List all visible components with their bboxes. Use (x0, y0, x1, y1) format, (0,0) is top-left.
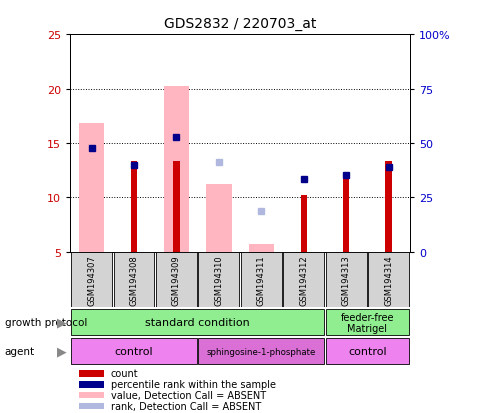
Text: feeder-free
Matrigel: feeder-free Matrigel (340, 312, 393, 333)
Bar (367, 252, 408, 308)
Text: agent: agent (5, 347, 35, 356)
Bar (78, 124, 104, 252)
Bar (325, 339, 408, 364)
Text: ▶: ▶ (57, 316, 67, 329)
Text: control: control (348, 347, 386, 356)
Bar (198, 339, 323, 364)
Bar (198, 252, 239, 308)
Bar (71, 339, 197, 364)
Bar (342, 179, 348, 252)
Bar (173, 162, 179, 252)
Text: ▶: ▶ (57, 345, 67, 358)
Text: control: control (114, 347, 153, 356)
Bar (71, 310, 323, 335)
Text: standard condition: standard condition (145, 318, 249, 328)
Text: growth protocol: growth protocol (5, 318, 87, 328)
Text: sphingosine-1-phosphate: sphingosine-1-phosphate (206, 347, 316, 356)
Bar (163, 87, 189, 252)
Bar (325, 252, 366, 308)
Bar (248, 244, 273, 252)
Text: GSM194309: GSM194309 (171, 254, 181, 305)
Text: GSM194314: GSM194314 (383, 254, 393, 305)
Text: rank, Detection Call = ABSENT: rank, Detection Call = ABSENT (111, 401, 260, 411)
Bar (283, 252, 323, 308)
Text: GSM194311: GSM194311 (256, 254, 265, 305)
Text: GSM194312: GSM194312 (299, 254, 308, 305)
Bar (206, 185, 231, 252)
Bar (78, 370, 104, 377)
Bar (156, 252, 197, 308)
Text: GSM194307: GSM194307 (87, 254, 96, 305)
Text: count: count (111, 368, 138, 379)
Bar (131, 162, 137, 252)
Bar (113, 252, 154, 308)
Text: GSM194313: GSM194313 (341, 254, 350, 305)
Bar (78, 403, 104, 409)
Bar (78, 392, 104, 399)
Bar (385, 162, 391, 252)
Text: GSM194310: GSM194310 (214, 254, 223, 305)
Bar (71, 252, 112, 308)
Text: GSM194308: GSM194308 (129, 254, 138, 305)
Bar (325, 310, 408, 335)
Text: percentile rank within the sample: percentile rank within the sample (111, 379, 275, 389)
Bar (241, 252, 281, 308)
Title: GDS2832 / 220703_at: GDS2832 / 220703_at (164, 17, 316, 31)
Bar (300, 196, 306, 252)
Text: value, Detection Call = ABSENT: value, Detection Call = ABSENT (111, 390, 265, 400)
Bar (78, 381, 104, 388)
